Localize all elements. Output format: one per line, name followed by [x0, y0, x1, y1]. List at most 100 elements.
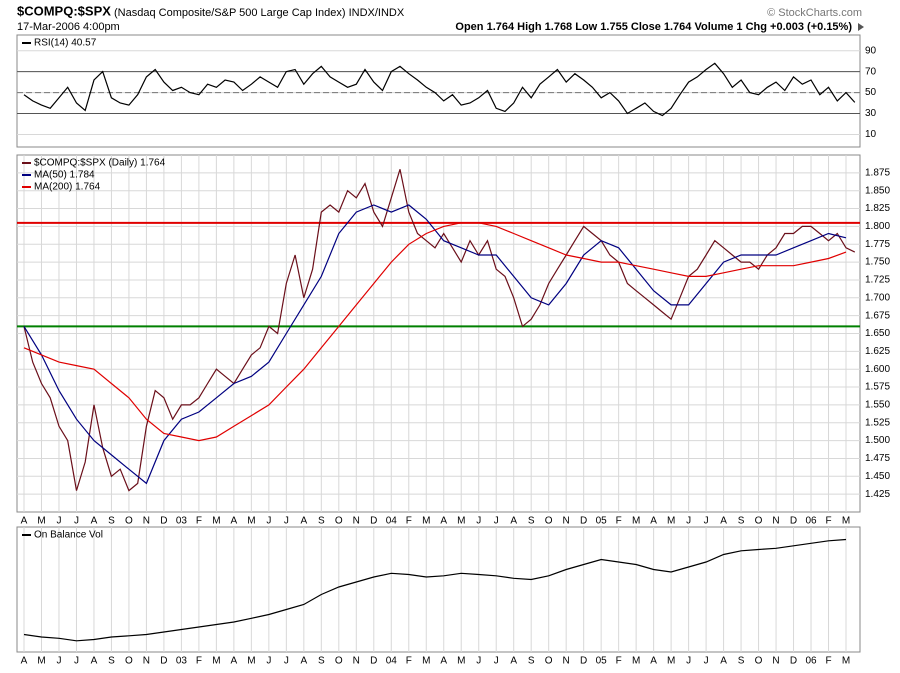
y-tick-label: 30	[865, 108, 877, 119]
panel-frame	[16, 34, 861, 148]
y-tick-label: 1.700	[865, 292, 890, 303]
x-tick-label: A	[650, 516, 657, 527]
x-tick-label: D	[790, 656, 797, 667]
y-tick-label: 1.525	[865, 417, 890, 428]
y-tick-label: 1.850	[865, 185, 890, 196]
series-line	[23, 538, 847, 642]
x-tick-label: M	[457, 656, 465, 667]
x-tick-label: J	[266, 656, 271, 667]
y-tick-label: 1.825	[865, 203, 890, 214]
legend-swatch	[22, 174, 31, 176]
x-tick-label: M	[422, 516, 430, 527]
x-tick-label: D	[580, 656, 587, 667]
y-tick-label: 1.675	[865, 310, 890, 321]
x-tick-label: D	[160, 516, 167, 527]
x-tick-label: 03	[176, 516, 188, 527]
x-tick-label: 05	[596, 656, 608, 667]
x-tick-label: F	[825, 516, 831, 527]
x-tick-label: O	[755, 516, 763, 527]
x-tick-label: A	[231, 656, 238, 667]
x-tick-label: N	[353, 656, 360, 667]
x-tick-label: D	[790, 516, 797, 527]
x-tick-label: M	[632, 656, 640, 667]
x-tick-label: 06	[805, 516, 817, 527]
x-tick-label: F	[196, 656, 202, 667]
description: (Nasdaq Composite/S&P 500 Large Cap Inde…	[114, 7, 405, 19]
x-tick-label: J	[704, 516, 709, 527]
y-tick-label: 1.625	[865, 346, 890, 357]
x-tick-label: J	[494, 516, 499, 527]
date: 17-Mar-2006 4:00pm	[17, 21, 120, 33]
x-tick-label: M	[632, 516, 640, 527]
y-tick-label: 1.425	[865, 489, 890, 500]
y-tick-label: 1.600	[865, 364, 890, 375]
x-tick-label: A	[720, 656, 727, 667]
x-tick-label: N	[772, 516, 779, 527]
y-tick-label: 1.575	[865, 382, 890, 393]
y-tick-label: 1.450	[865, 471, 890, 482]
x-tick-label: S	[108, 516, 115, 527]
x-tick-label: M	[667, 656, 675, 667]
x-tick-label: M	[37, 516, 45, 527]
x-tick-label: S	[318, 516, 325, 527]
x-tick-label: A	[300, 516, 307, 527]
x-tick-label: A	[510, 516, 517, 527]
x-tick-label: O	[545, 516, 553, 527]
x-tick-label: M	[212, 656, 220, 667]
x-tick-label: J	[704, 656, 709, 667]
x-tick-label: A	[21, 516, 28, 527]
x-tick-label: M	[842, 656, 850, 667]
y-tick-label: 10	[865, 129, 877, 140]
x-tick-label: N	[563, 656, 570, 667]
series-line	[23, 169, 856, 492]
x-tick-label: J	[476, 516, 481, 527]
x-tick-label: O	[755, 656, 763, 667]
x-tick-label: A	[21, 656, 28, 667]
quote: Open 1.764 High 1.768 Low 1.755 Close 1.…	[455, 21, 852, 33]
x-tick-label: F	[616, 656, 622, 667]
series-line	[23, 222, 847, 442]
x-tick-label: A	[91, 516, 98, 527]
x-tick-label: S	[528, 656, 535, 667]
x-tick-label: M	[247, 516, 255, 527]
x-tick-label: O	[335, 656, 343, 667]
legend-label: RSI(14) 40.57	[34, 38, 97, 49]
x-tick-label: 06	[805, 656, 817, 667]
x-tick-label: S	[108, 656, 115, 667]
x-tick-label: O	[545, 656, 553, 667]
x-tick-label: S	[318, 656, 325, 667]
y-tick-label: 1.475	[865, 453, 890, 464]
x-tick-label: 04	[386, 516, 398, 527]
x-tick-label: A	[91, 656, 98, 667]
x-tick-label: F	[406, 516, 412, 527]
x-tick-label: M	[247, 656, 255, 667]
x-tick-label: J	[686, 516, 691, 527]
x-tick-label: A	[440, 516, 447, 527]
y-tick-label: 50	[865, 87, 877, 98]
x-tick-label: N	[772, 656, 779, 667]
y-tick-label: 1.875	[865, 167, 890, 178]
x-tick-label: M	[457, 516, 465, 527]
x-tick-label: N	[143, 656, 150, 667]
x-tick-label: A	[650, 656, 657, 667]
y-tick-label: 1.800	[865, 221, 890, 232]
x-tick-label: O	[125, 516, 133, 527]
x-tick-label: J	[686, 656, 691, 667]
x-tick-label: M	[37, 656, 45, 667]
x-tick-label: 03	[176, 656, 188, 667]
y-tick-label: 1.775	[865, 239, 890, 250]
x-tick-label: J	[74, 516, 79, 527]
legend-label: $COMPQ:$SPX (Daily) 1.764	[34, 158, 166, 169]
x-tick-label: J	[74, 656, 79, 667]
credit: © StockCharts.com	[767, 7, 862, 19]
y-tick-label: 1.750	[865, 257, 890, 268]
x-tick-label: F	[196, 516, 202, 527]
legend-label: MA(200) 1.764	[34, 182, 101, 193]
x-tick-label: M	[212, 516, 220, 527]
x-tick-label: F	[406, 656, 412, 667]
x-tick-label: A	[720, 516, 727, 527]
x-tick-label: J	[284, 516, 289, 527]
x-tick-label: N	[563, 516, 570, 527]
x-tick-label: F	[616, 516, 622, 527]
x-tick-label: S	[528, 516, 535, 527]
